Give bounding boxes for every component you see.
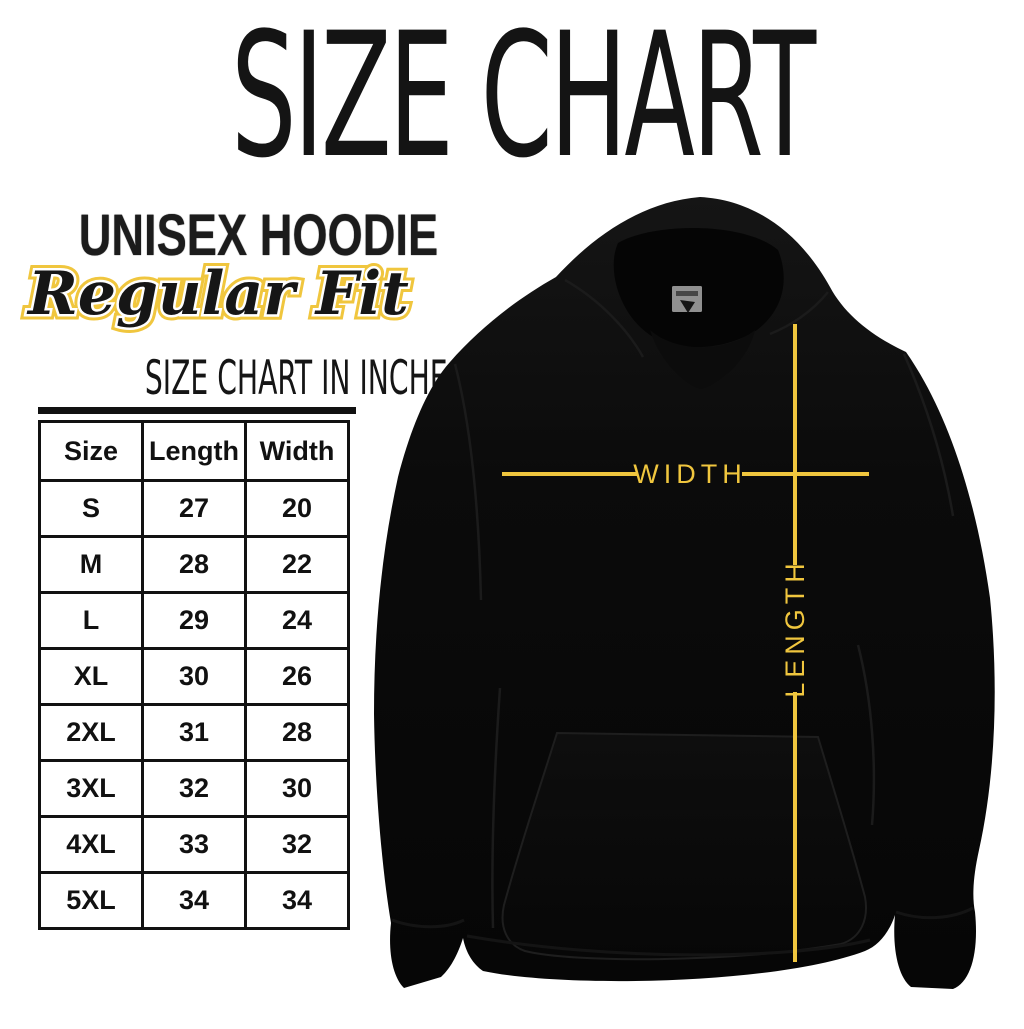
cell-width: 26 bbox=[244, 647, 350, 706]
table-header-row: Size Length Width bbox=[38, 420, 350, 482]
sleeve-crease-right bbox=[856, 644, 876, 826]
cell-size: 4XL bbox=[38, 815, 144, 874]
fit-label-outline-white: Regular Fit bbox=[26, 257, 412, 332]
cell-length: 27 bbox=[141, 479, 247, 538]
width-label: WIDTH bbox=[633, 459, 746, 489]
cuff-line-left bbox=[391, 918, 465, 929]
cell-width: 28 bbox=[244, 703, 350, 762]
cell-size: 2XL bbox=[38, 703, 144, 762]
hoodie-silhouette bbox=[374, 197, 995, 989]
size-table: Size Length Width S 27 20 M 28 22 L 29 2… bbox=[38, 420, 350, 930]
table-row: 2XL 31 28 bbox=[38, 703, 350, 762]
table-row: XL 30 26 bbox=[38, 647, 350, 706]
fit-label: Regular Fit bbox=[28, 259, 409, 329]
column-header-width: Width bbox=[244, 420, 350, 482]
body-seam-left bbox=[491, 687, 502, 929]
neck-tag bbox=[672, 286, 702, 313]
fit-label-wrap: Regular Fit Regular Fit Regular Fit bbox=[23, 254, 415, 344]
cell-width: 20 bbox=[244, 479, 350, 538]
table-row: L 29 24 bbox=[38, 591, 350, 650]
table-row: 4XL 33 32 bbox=[38, 815, 350, 874]
cell-width: 30 bbox=[244, 759, 350, 818]
cell-length: 28 bbox=[141, 535, 247, 594]
cell-length: 34 bbox=[141, 871, 247, 930]
cell-length: 33 bbox=[141, 815, 247, 874]
table-row: 3XL 32 30 bbox=[38, 759, 350, 818]
product-name-wrap: UNISEX HOODIE bbox=[28, 207, 438, 265]
hem-line bbox=[466, 934, 871, 957]
fit-label-outline-yellow: Regular Fit bbox=[23, 254, 415, 335]
sleeve-seam-left bbox=[453, 363, 483, 601]
kangaroo-pocket bbox=[501, 731, 867, 961]
hoodie-measurement-diagram: WIDTH LENGTH bbox=[358, 190, 1024, 1024]
cell-size: L bbox=[38, 591, 144, 650]
shoulder-seam-right bbox=[902, 353, 955, 517]
page-title: SIZE CHART bbox=[230, 0, 816, 196]
cell-size: M bbox=[38, 535, 144, 594]
cell-width: 34 bbox=[244, 871, 350, 930]
hood-fold-right bbox=[769, 291, 829, 336]
length-label: LENGTH bbox=[780, 558, 810, 698]
cell-length: 32 bbox=[141, 759, 247, 818]
cell-size: S bbox=[38, 479, 144, 538]
table-row: 5XL 34 34 bbox=[38, 871, 350, 930]
column-header-length: Length bbox=[141, 420, 247, 482]
page-title-wrap: SIZE CHART bbox=[20, 0, 1024, 196]
table-row: M 28 22 bbox=[38, 535, 350, 594]
cell-length: 30 bbox=[141, 647, 247, 706]
cell-width: 32 bbox=[244, 815, 350, 874]
cell-size: 3XL bbox=[38, 759, 144, 818]
cell-width: 24 bbox=[244, 591, 350, 650]
table-row: S 27 20 bbox=[38, 479, 350, 538]
cell-size: 5XL bbox=[38, 871, 144, 930]
column-header-size: Size bbox=[38, 420, 144, 482]
hood-fold-left bbox=[564, 278, 645, 358]
cuff-line-right bbox=[895, 906, 974, 920]
product-name: UNISEX HOODIE bbox=[78, 203, 439, 268]
cell-width: 22 bbox=[244, 535, 350, 594]
hoodie-image: WIDTH LENGTH bbox=[374, 197, 995, 989]
cell-length: 31 bbox=[141, 703, 247, 762]
table-heading-wrap: SIZE CHART IN INCHES bbox=[38, 355, 466, 414]
hood-drape bbox=[650, 330, 755, 389]
cell-size: XL bbox=[38, 647, 144, 706]
table-heading: SIZE CHART IN INCHES bbox=[144, 351, 466, 406]
cell-length: 29 bbox=[141, 591, 247, 650]
